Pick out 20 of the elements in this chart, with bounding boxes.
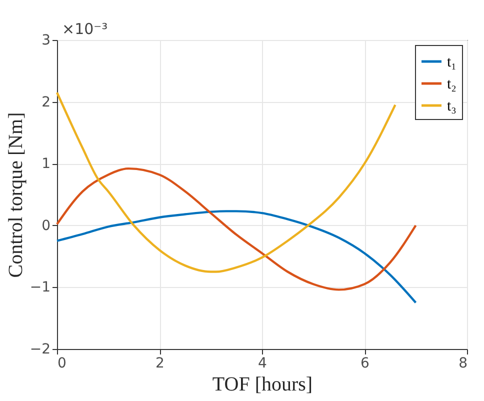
x-tick-label: 6 <box>360 356 370 372</box>
legend-label: t₃ <box>447 98 456 114</box>
line-series <box>56 210 417 304</box>
x-tick-label: 0 <box>58 356 66 372</box>
x-tick-label: 2 <box>156 356 164 372</box>
y-tick-label: −1 <box>30 280 50 296</box>
x-axis-title: TOF [hours] <box>212 374 313 396</box>
line-series <box>56 91 396 273</box>
y-tick-label: 2 <box>42 94 50 110</box>
y-tick-label: 1 <box>42 156 50 172</box>
y-tick-label: 0 <box>42 218 50 234</box>
y-axis-title: Control torque [Nm] <box>4 112 27 278</box>
legend-label: t₁ <box>447 54 456 70</box>
line-series <box>56 167 417 291</box>
y-tick-label: 3 <box>42 32 50 48</box>
text: ×10⁻³ <box>62 20 108 38</box>
y-tick-label: −2 <box>30 342 50 358</box>
x-tick-label: 4 <box>258 356 268 372</box>
legend-label: t₂ <box>447 76 456 92</box>
x-tick-label: 8 <box>458 356 468 372</box>
